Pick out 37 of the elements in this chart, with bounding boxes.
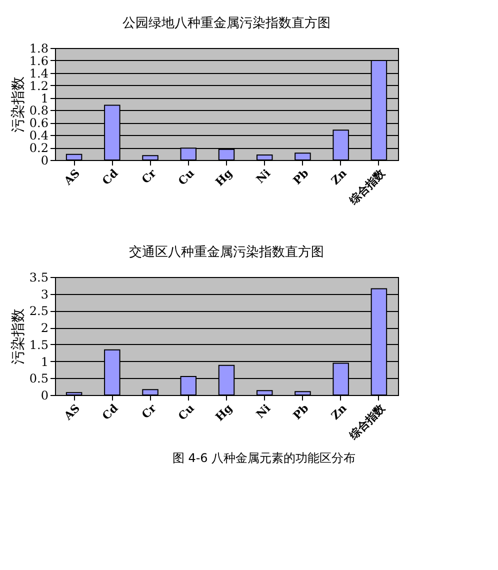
y-tick-label: 0.5 xyxy=(29,372,48,386)
y-tick-label: 0.6 xyxy=(29,116,48,130)
x-tick-label: Cd xyxy=(100,402,121,423)
y-tick-label: 3.5 xyxy=(29,270,48,284)
x-tick-label: Cd xyxy=(100,166,121,188)
x-tick-label: Hg xyxy=(213,166,236,189)
y-tick-label: 1.4 xyxy=(29,66,49,80)
y-axis-title: 污染指数 xyxy=(10,308,26,364)
x-tick-label: Cr xyxy=(139,166,159,186)
caption: 图 4-6 八种金属元素的功能区分布 xyxy=(171,450,357,467)
y-axis-title: 污染指数 xyxy=(10,76,26,132)
y-tick-label: 1 xyxy=(40,91,48,106)
x-tick-label: Ni xyxy=(254,402,274,422)
x-tick-label: Pb xyxy=(290,402,312,422)
x-tick-label: Hg xyxy=(213,402,236,424)
x-tick-label: Pb xyxy=(290,166,312,188)
x-tick-label: Ni xyxy=(254,166,274,186)
y-tick-label: 0 xyxy=(40,154,48,168)
x-tick-label: Cr xyxy=(139,402,159,422)
y-tick-label: 0.2 xyxy=(29,141,48,156)
y-tick-label: 0 xyxy=(40,388,48,402)
y-tick-label: 1.6 xyxy=(29,54,48,68)
x-tick-label: Cu xyxy=(176,166,197,188)
y-tick-label: 0.8 xyxy=(29,104,48,118)
x-tick-label: AS xyxy=(60,402,83,424)
chart-title: 交通区八种重金属污染指数直方图 xyxy=(129,244,324,260)
x-tick-label: Cu xyxy=(176,402,197,423)
y-tick-label: 3 xyxy=(40,287,48,302)
y-tick-label: 1.5 xyxy=(29,338,48,352)
x-tick-label: AS xyxy=(60,166,83,188)
y-tick-label: 2 xyxy=(40,321,48,336)
y-tick-label: 1.2 xyxy=(29,78,48,93)
y-tick-label: 0.4 xyxy=(29,128,49,143)
y-tick-label: 1 xyxy=(40,354,48,369)
y-tick-label: 1.8 xyxy=(29,42,48,56)
chart-title: 公园绿地八种重金属污染指数直方图 xyxy=(122,15,330,31)
y-tick-label: 2.5 xyxy=(29,304,48,318)
